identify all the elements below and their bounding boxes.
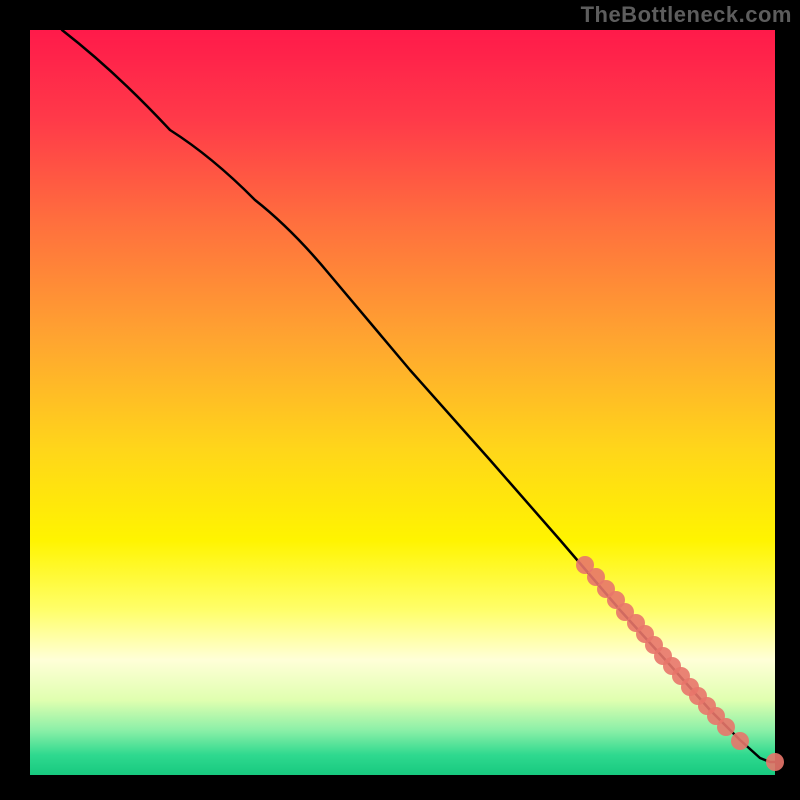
watermark-text: TheBottleneck.com	[581, 2, 792, 28]
chart-svg	[0, 0, 800, 800]
data-marker	[766, 753, 784, 771]
data-marker	[731, 732, 749, 750]
chart-container: TheBottleneck.com	[0, 0, 800, 800]
data-marker	[717, 718, 735, 736]
